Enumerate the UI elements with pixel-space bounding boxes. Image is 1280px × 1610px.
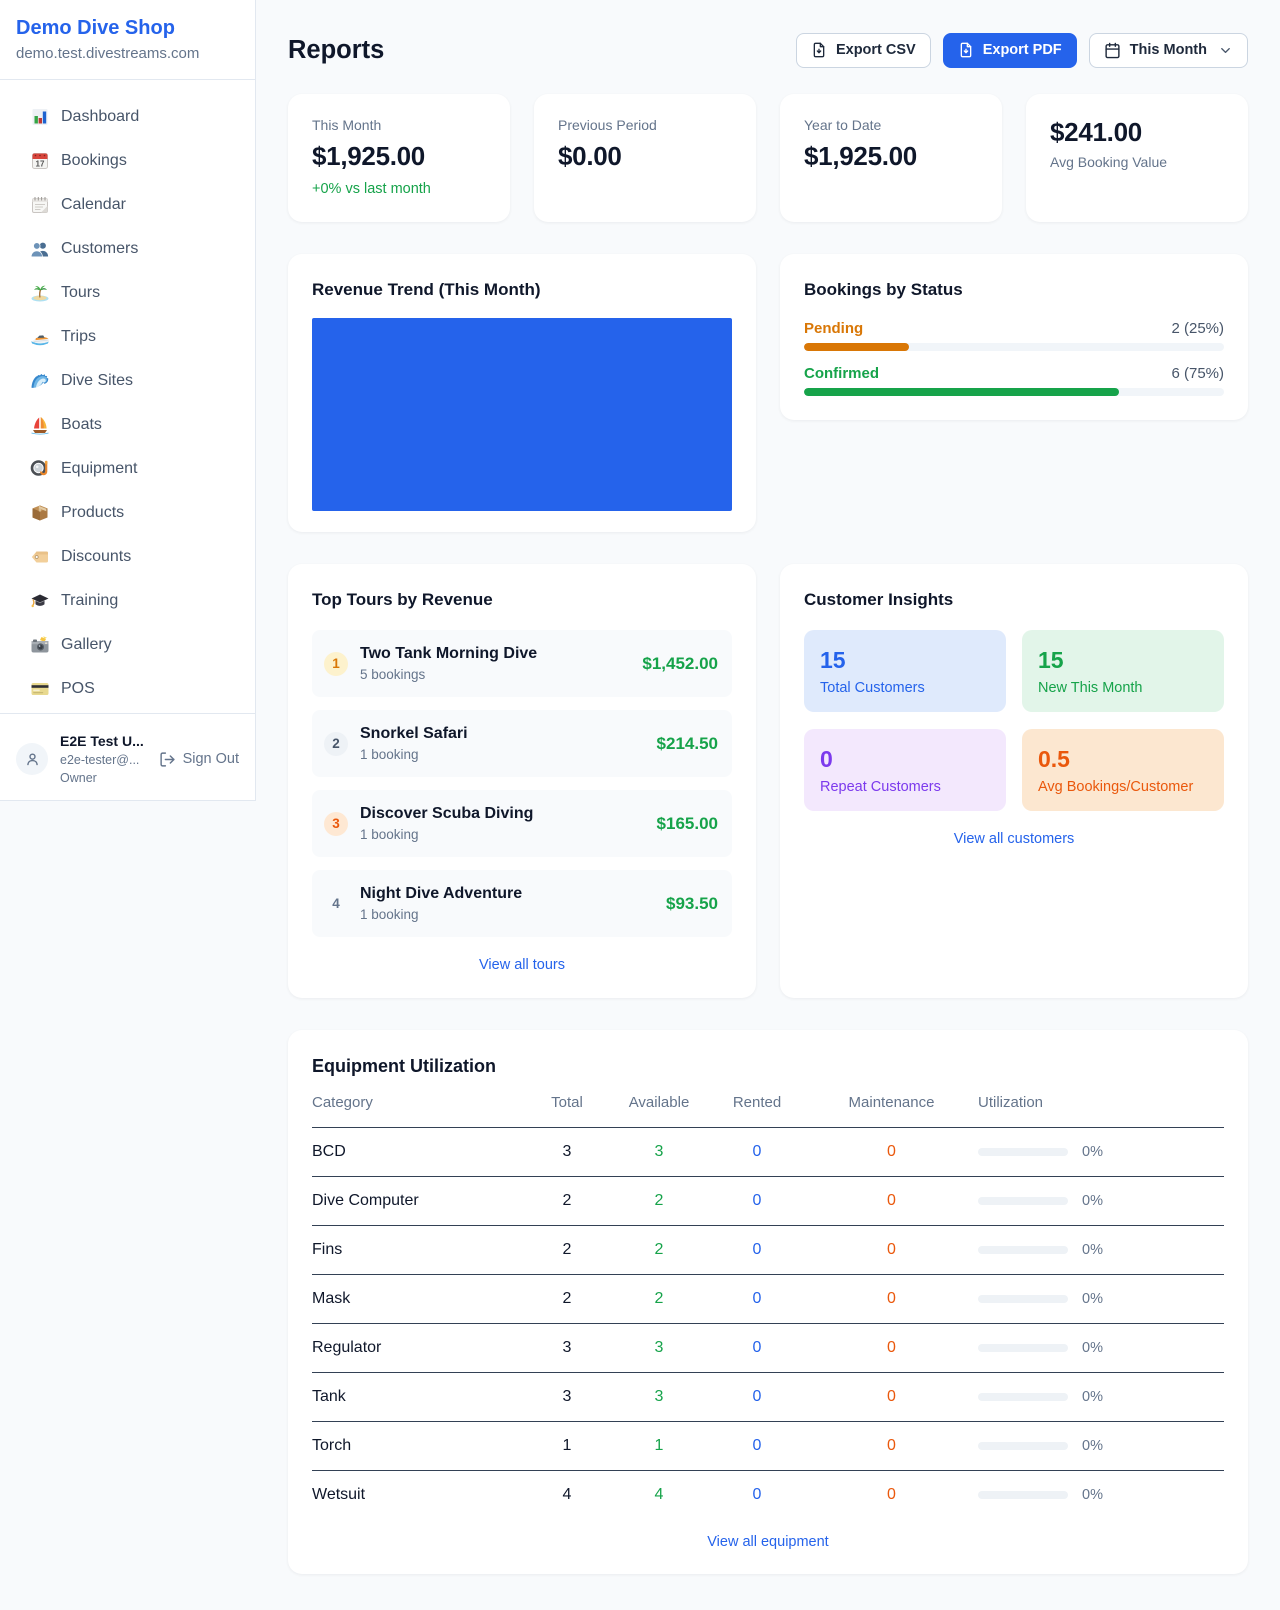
- svg-text:17: 17: [36, 160, 45, 169]
